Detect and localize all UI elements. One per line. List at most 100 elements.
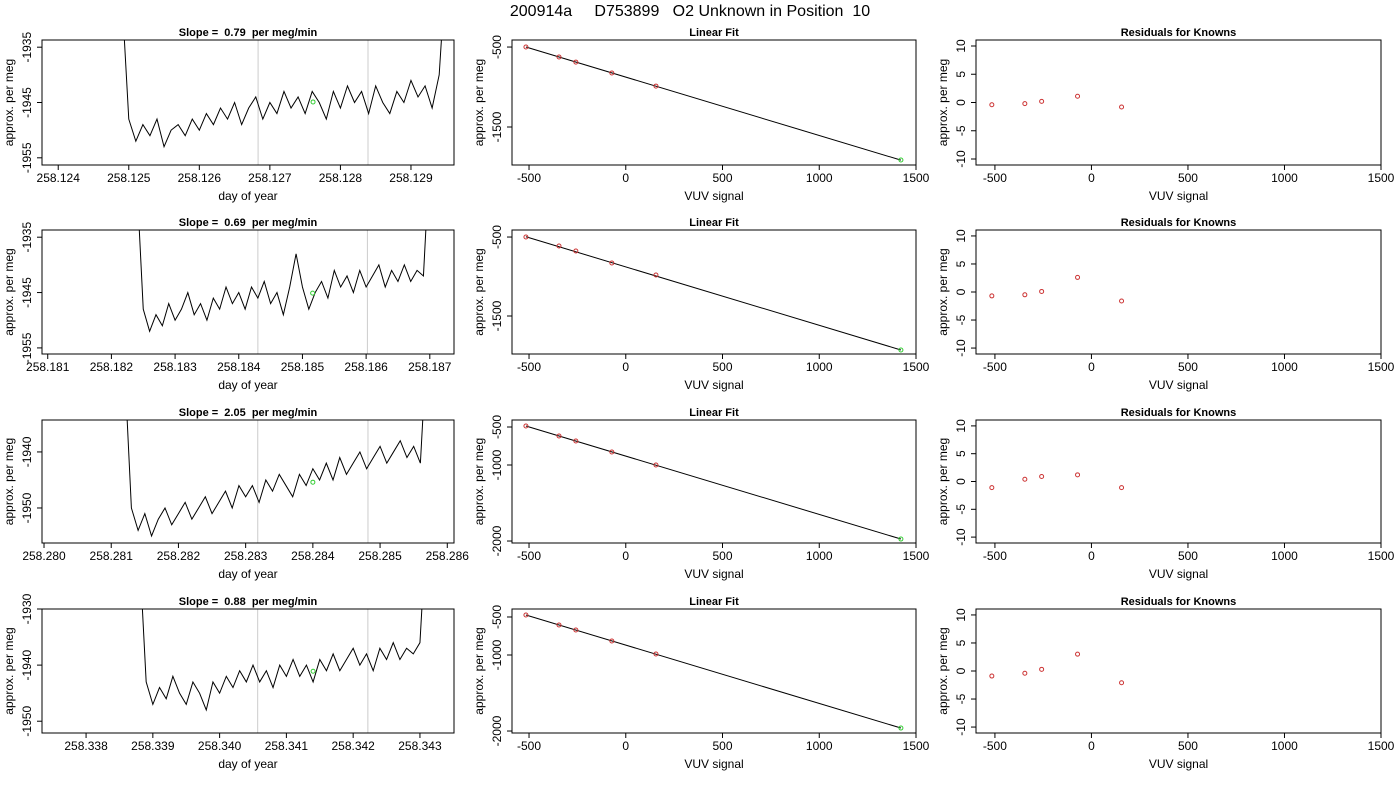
plot-frame	[511, 39, 917, 166]
y-tick-label: 0	[954, 288, 968, 295]
plot-area	[523, 423, 904, 542]
x-tick-label: 258.129	[389, 171, 433, 185]
x-tick-label: 1500	[903, 549, 930, 563]
x-tick-label: 500	[1178, 360, 1198, 374]
y-axis-label: approx. per meg	[936, 248, 950, 335]
y-tick-label: 5	[954, 639, 968, 646]
plot-frame	[975, 39, 1382, 166]
x-tick-label: -500	[517, 739, 541, 753]
x-tick-label: 1500	[1368, 739, 1395, 753]
x-tick-label: 1500	[1368, 549, 1395, 563]
y-tick-label: 5	[954, 260, 968, 267]
panel-title: Slope = 2.05 per meg/min	[179, 407, 318, 419]
y-axis-label: approx. per meg	[2, 248, 16, 335]
highlight-point	[310, 290, 316, 296]
point	[556, 243, 562, 249]
panel-title: Slope = 0.69 per meg/min	[179, 217, 318, 229]
point	[556, 54, 562, 60]
x-tick-label: 1000	[1271, 360, 1298, 374]
point	[609, 260, 615, 266]
x-tick-label: 258.284	[291, 549, 335, 563]
fit-line	[525, 46, 902, 161]
x-tick-label: 1000	[806, 549, 833, 563]
plot-frame	[975, 419, 1382, 544]
point	[989, 293, 995, 299]
x-tick-label: 0	[1088, 549, 1095, 563]
highlight-point	[310, 99, 316, 105]
y-tick-label: -500	[490, 35, 504, 59]
point	[1039, 666, 1045, 672]
y-tick-label: -5	[954, 125, 968, 136]
x-tick-label: 258.281	[90, 549, 134, 563]
plot-area	[123, 40, 442, 165]
fit-line	[525, 236, 902, 351]
point	[1022, 670, 1028, 676]
x-tick-label: 258.125	[107, 171, 151, 185]
x-tick-label: 258.343	[398, 739, 442, 753]
plot-area	[523, 234, 904, 353]
x-tick-label: -500	[983, 171, 1007, 185]
fit-line	[525, 614, 902, 729]
point	[1119, 298, 1125, 304]
point	[573, 248, 579, 254]
x-tick-label: 1500	[1368, 171, 1395, 185]
y-tick-label: -500	[490, 605, 504, 629]
x-tick-label: 258.280	[22, 549, 66, 563]
y-tick-label: 5	[954, 71, 968, 78]
x-tick-label: 0	[622, 360, 629, 374]
y-tick-label: -1945	[20, 87, 34, 118]
point	[609, 70, 615, 76]
panel-title: Slope = 0.88 per meg/min	[179, 596, 318, 608]
y-tick-label: -1000	[490, 449, 504, 480]
y-tick-label: -1955	[20, 142, 34, 173]
y-tick-label: -1500	[490, 300, 504, 331]
plot-area	[989, 93, 1125, 110]
point	[898, 536, 904, 542]
x-tick-label: 258.286	[426, 549, 470, 563]
x-tick-label: -500	[517, 549, 541, 563]
point	[609, 449, 615, 455]
x-tick-label: 258.128	[319, 171, 363, 185]
y-axis-label: approx. per meg	[936, 59, 950, 146]
y-tick-label: -1935	[20, 32, 34, 63]
x-axis-label: day of year	[218, 757, 277, 771]
point	[1022, 292, 1028, 298]
plot-frame	[41, 229, 455, 355]
x-tick-label: 258.341	[265, 739, 309, 753]
point	[1075, 651, 1081, 657]
y-tick-label: 10	[954, 39, 968, 53]
y-axis-label: approx. per meg	[472, 438, 486, 525]
plot-frame	[41, 39, 455, 166]
plot-area	[989, 651, 1125, 686]
y-tick-label: -1930	[20, 593, 34, 624]
x-tick-label: 258.340	[198, 739, 242, 753]
y-axis-label: approx. per meg	[472, 59, 486, 146]
x-tick-label: 0	[1088, 360, 1095, 374]
x-tick-label: 258.184	[217, 360, 261, 374]
point	[1119, 680, 1125, 686]
x-tick-label: 500	[1178, 549, 1198, 563]
x-axis-label: VUV signal	[684, 378, 743, 392]
x-tick-label: 258.187	[408, 360, 452, 374]
panel-title: Residuals for Knowns	[1121, 217, 1237, 229]
x-tick-label: 258.124	[37, 171, 81, 185]
data-line	[123, 40, 442, 149]
x-axis-label: VUV signal	[684, 567, 743, 581]
x-tick-label: 1000	[1271, 549, 1298, 563]
y-axis-label: approx. per meg	[2, 438, 16, 525]
x-tick-label: 0	[1088, 171, 1095, 185]
y-axis-label: approx. per meg	[936, 438, 950, 525]
y-tick-label: -500	[490, 415, 504, 439]
x-tick-label: 258.282	[157, 549, 201, 563]
point	[1022, 101, 1028, 107]
y-tick-label: 0	[954, 667, 968, 674]
point	[653, 462, 659, 468]
point	[573, 438, 579, 444]
x-tick-label: 500	[712, 549, 732, 563]
y-axis-label: approx. per meg	[2, 59, 16, 146]
data-line	[141, 609, 423, 712]
x-axis-label: day of year	[218, 189, 277, 203]
x-tick-label: 258.126	[178, 171, 222, 185]
point	[898, 725, 904, 731]
